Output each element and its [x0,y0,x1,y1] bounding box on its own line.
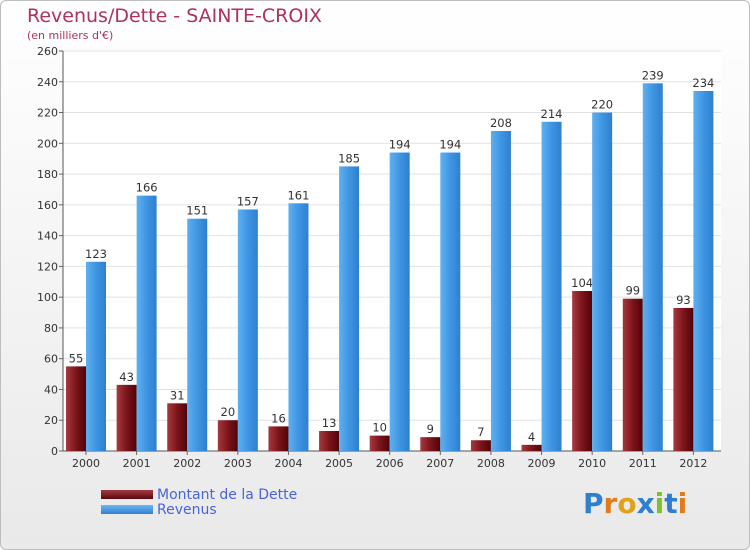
bar-dette-2003 [217,420,238,451]
x-tick-label-2004: 2004 [274,457,302,470]
data-label-revenus-2012: 234 [692,76,714,90]
chart-title: Revenus/Dette - SAINTE-CROIX [27,5,322,27]
y-tick-label-80: 80 [44,322,58,335]
y-tick-label-180: 180 [37,168,58,181]
x-tick-label-2002: 2002 [173,457,201,470]
bar-dette-2001 [116,384,137,451]
bar-dette-2012 [673,307,694,451]
logo-letter: t [664,487,678,520]
chart-subtitle: (en milliers d'€) [27,29,114,42]
x-tick-label-2008: 2008 [477,457,505,470]
bar-dette-2011 [622,298,643,451]
y-tick-label-40: 40 [44,383,58,396]
data-label-dette-2003: 20 [221,405,236,419]
x-tick-label-2009: 2009 [528,457,556,470]
bar-dette-2009 [521,444,542,451]
y-tick-label-140: 140 [37,230,58,243]
y-tick-label-260: 260 [37,45,58,58]
bar-dette-2004 [268,426,289,451]
y-tick-label-100: 100 [37,291,58,304]
data-label-revenus-2007: 194 [439,138,461,152]
bar-dette-2007 [420,437,441,451]
data-label-dette-2001: 43 [119,370,134,384]
x-tick-label-2001: 2001 [123,457,151,470]
bar-revenus-2011 [642,83,663,452]
logo-letter: o [617,487,637,520]
data-label-dette-2006: 10 [372,421,387,435]
data-label-dette-2011: 99 [625,284,640,298]
x-tick-label-2003: 2003 [224,457,252,470]
legend-label-dette: Montant de la Dette [157,486,298,503]
x-tick-label-2000: 2000 [72,457,100,470]
data-label-revenus-2004: 161 [287,188,309,202]
bar-revenus-2009 [541,121,562,452]
legend-swatch-dette [101,490,153,499]
logo-letter: r [603,487,618,520]
data-label-dette-2000: 55 [69,351,84,365]
data-label-dette-2012: 93 [676,293,691,307]
bar-dette-2006 [369,435,390,451]
bar-dette-2002 [167,403,188,451]
x-tick-label-2007: 2007 [426,457,454,470]
data-label-revenus-2008: 208 [490,116,512,130]
data-label-dette-2007: 9 [427,422,434,436]
legend: Montant de la Dette Revenus [101,486,298,518]
data-label-dette-2002: 31 [170,388,185,402]
bar-revenus-2007 [440,152,461,452]
x-tick-label-2010: 2010 [578,457,606,470]
logo-letter: i [677,487,688,520]
y-tick-label-60: 60 [44,353,58,366]
bar-dette-2008 [470,440,491,451]
data-label-revenus-2000: 123 [85,247,107,261]
y-tick-label-240: 240 [37,76,58,89]
bar-revenus-2001 [136,195,157,451]
data-label-revenus-2005: 185 [338,151,360,165]
bar-dette-2000 [66,366,86,451]
bar-revenus-2003 [237,209,258,451]
data-label-dette-2009: 4 [528,430,535,444]
y-tick-label-0: 0 [51,445,58,458]
data-label-revenus-2009: 214 [541,107,563,121]
legend-item-revenus: Revenus [101,501,297,518]
y-tick-label-220: 220 [37,107,58,120]
x-tick-label-2005: 2005 [325,457,353,470]
legend-label-revenus: Revenus [157,501,217,518]
logo-letter: P [583,487,604,520]
proxiti-logo: Proxiti [583,487,687,520]
bar-revenus-2010 [592,112,613,452]
bar-revenus-2012 [693,91,714,451]
bar-revenus-2000 [86,261,106,451]
legend-swatch-revenus [101,505,153,514]
y-tick-label-200: 200 [37,137,58,150]
bar-revenus-2008 [490,131,511,451]
data-label-dette-2008: 7 [477,425,484,439]
x-tick-label-2012: 2012 [679,457,707,470]
data-label-dette-2010: 104 [571,276,593,290]
data-label-revenus-2010: 220 [591,98,613,112]
y-tick-label-120: 120 [37,260,58,273]
bar-revenus-2002 [187,218,208,451]
data-label-revenus-2011: 239 [642,68,664,82]
bar-revenus-2006 [389,152,410,452]
y-tick-label-160: 160 [37,199,58,212]
data-label-revenus-2002: 151 [186,204,208,218]
data-label-revenus-2003: 157 [237,194,259,208]
legend-item-dette: Montant de la Dette [101,486,298,503]
y-tick-label-20: 20 [44,414,58,427]
x-tick-label-2006: 2006 [376,457,404,470]
bar-revenus-2005 [339,166,360,451]
data-label-revenus-2001: 166 [136,181,158,195]
bar-dette-2010 [572,291,593,451]
data-label-revenus-2006: 194 [389,138,411,152]
logo-letter: i [654,487,665,520]
data-label-dette-2005: 13 [322,416,337,430]
x-tick-label-2011: 2011 [629,457,657,470]
bar-revenus-2004 [288,203,309,451]
data-label-dette-2004: 16 [271,411,286,425]
logo-letter: x [636,487,655,520]
bar-dette-2005 [319,431,340,451]
